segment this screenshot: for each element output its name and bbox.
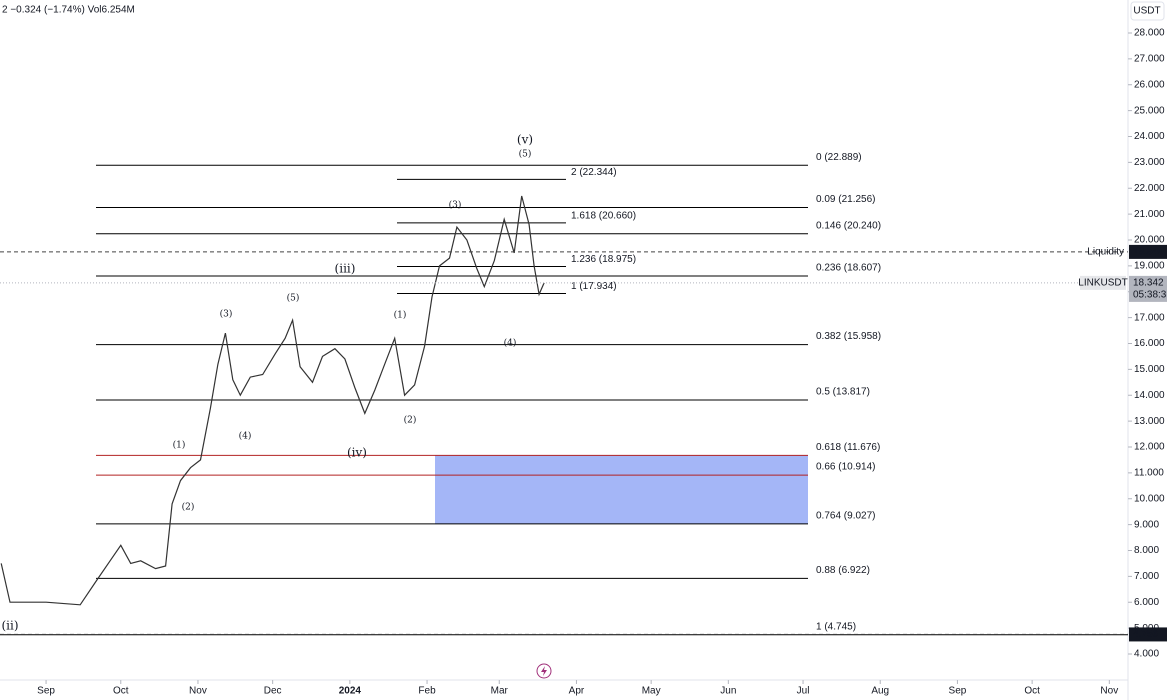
bottom-price: 4.756 (1133, 629, 1158, 640)
header-info: 2 −0.324 (−1.74%) Vol6.254M (2, 5, 135, 16)
y-tick-label: 14.000 (1134, 390, 1165, 401)
y-tick-label: 16.000 (1134, 338, 1165, 349)
y-tick-label: 6.000 (1134, 597, 1159, 608)
y-tick-label: 12.000 (1134, 442, 1165, 453)
liquidity-price-box (1129, 244, 1167, 259)
extension-label: 1 (17.934) (571, 281, 617, 292)
fib-label: 0.764 (9.027) (816, 511, 876, 522)
x-tick-label: Sep (949, 686, 967, 697)
fib-label: 0.382 (15.958) (816, 331, 881, 342)
wave-label: (5) (287, 293, 300, 304)
fib-label: 0.236 (18.607) (816, 263, 881, 274)
wave-label: (4) (504, 338, 517, 349)
y-tick-label: 13.000 (1134, 416, 1165, 427)
wave-label: (1) (394, 310, 407, 321)
fib-label: 0.146 (20.240) (816, 220, 881, 231)
x-tick-label: Feb (418, 686, 436, 697)
bottom-price-box (1129, 627, 1167, 642)
target-zone (435, 455, 808, 524)
wave-label: (iii) (335, 262, 356, 276)
y-tick-label: 27.000 (1134, 54, 1165, 65)
x-tick-label: Nov (189, 686, 207, 697)
y-tick-label: 17.000 (1134, 312, 1165, 323)
symbol-name: LINKUSDT (1078, 278, 1127, 289)
y-tick-label: 24.000 (1134, 131, 1165, 142)
extension-label: 2 (22.344) (571, 167, 617, 178)
y-tick-label: 10.000 (1134, 493, 1165, 504)
x-tick-label: Jun (720, 686, 736, 697)
fib-label: 0.66 (10.914) (816, 462, 876, 473)
fib-label: 0.88 (6.922) (816, 565, 870, 576)
fib-label: 0.5 (13.817) (816, 387, 870, 398)
y-tick-label: 11.000 (1134, 468, 1164, 479)
x-tick-label: 2024 (339, 686, 362, 697)
y-tick-label: 21.000 (1134, 209, 1165, 220)
fib-label: 0.09 (21.256) (816, 194, 876, 205)
y-tick-label: 9.000 (1134, 519, 1159, 530)
wave-label: (4) (239, 431, 252, 442)
x-tick-label: May (642, 686, 661, 697)
wave-label: (v) (517, 133, 533, 147)
y-tick-label: 28.000 (1134, 28, 1165, 39)
y-tick-label: 19.000 (1134, 261, 1165, 272)
x-tick-label: Aug (871, 686, 889, 697)
fib-label: 0 (22.889) (816, 152, 862, 163)
liquidity-label: Liquidity (1087, 247, 1124, 258)
wave-label: (2) (404, 415, 417, 426)
x-tick-label: Nov (1100, 686, 1118, 697)
wave-label: (3) (449, 200, 462, 211)
last-price-box (1129, 275, 1167, 302)
x-tick-label: Oct (1024, 686, 1040, 697)
y-tick-label: 8.000 (1134, 545, 1159, 556)
currency: USDT (1133, 6, 1160, 17)
x-tick-label: Oct (113, 686, 129, 697)
y-tick-label: 15.000 (1134, 364, 1165, 375)
wave-label: (1) (173, 440, 186, 451)
extension-label: 1.236 (18.975) (571, 254, 636, 265)
currency-box[interactable] (1130, 1, 1165, 21)
liquidity-price: 19.540 (1133, 247, 1164, 258)
x-tick-label: Apr (569, 686, 585, 697)
y-tick-label: 4.000 (1134, 649, 1159, 660)
wave-label: (5) (519, 149, 532, 160)
y-tick-label: 20.000 (1134, 235, 1165, 246)
wave-label: (iv) (347, 446, 367, 460)
y-tick-label: 7.000 (1134, 571, 1159, 582)
wave-label: (2) (182, 502, 195, 513)
price-line (0, 195, 545, 606)
y-tick-label: 25.000 (1134, 105, 1165, 116)
x-tick-label: Sep (37, 686, 55, 697)
icon-circle (536, 663, 552, 679)
icon-bolt (541, 666, 547, 676)
countdown: 05:38:3 (1133, 290, 1167, 301)
extension-label: 1.618 (20.660) (571, 211, 636, 222)
y-tick-label: 23.000 (1134, 157, 1165, 168)
fib-label: 0.618 (11.676) (816, 442, 880, 453)
wave-label: (ii) (1, 619, 18, 633)
lightning-icon[interactable] (536, 663, 552, 679)
last-price: 18.342 (1133, 278, 1164, 289)
x-tick-label: Jul (797, 686, 810, 697)
wave-label: (3) (220, 309, 233, 320)
symbol-box (1080, 275, 1126, 290)
x-tick-label: Mar (491, 686, 509, 697)
fib-label: 1 (4.745) (816, 621, 856, 632)
x-tick-label: Dec (264, 686, 282, 697)
y-tick-label: 22.000 (1134, 183, 1165, 194)
y-tick-label: 26.000 (1134, 79, 1165, 90)
